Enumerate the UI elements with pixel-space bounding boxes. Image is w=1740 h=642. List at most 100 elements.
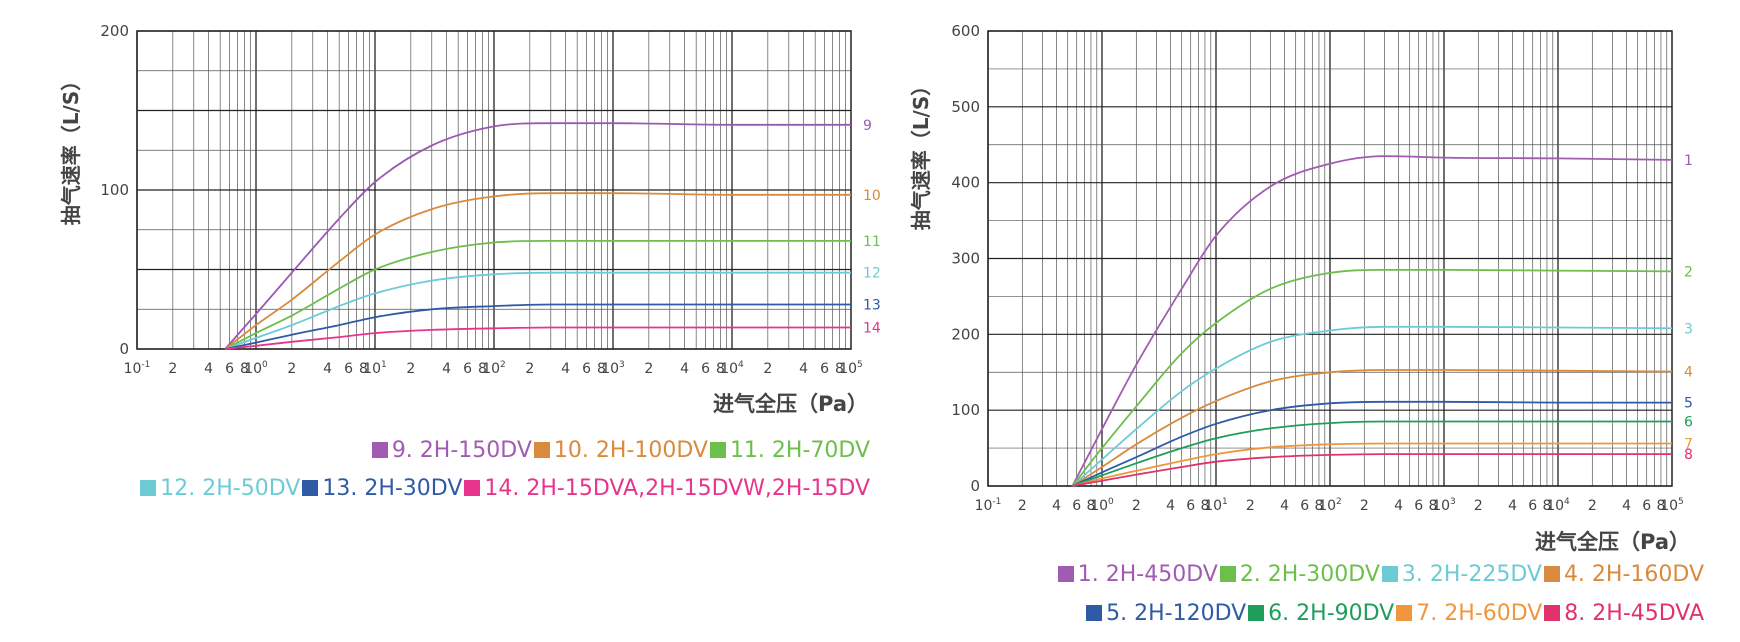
x-tick-label: 104: [1546, 497, 1570, 514]
legend-item: 11. 2H-70DV: [709, 438, 870, 463]
x-tick-label: 6: [344, 361, 353, 377]
legend-swatch: [1381, 566, 1398, 582]
series-line-14: [225, 326, 851, 350]
legend-label: 12. 2H-50DV: [160, 476, 301, 501]
series-end-label-6: 6: [1684, 415, 1693, 431]
legend-right-row-1: 1. 2H-450DV 2. 2H-300DV 3. 2H-225DV 4. 2H-1…: [1056, 562, 1704, 587]
x-tick-label: 100: [244, 360, 268, 377]
legend-swatch: [371, 442, 388, 458]
y-tick-label: 200: [951, 325, 980, 343]
x-tick-label: 8: [1542, 498, 1551, 514]
legend-label: 14. 2H-15DVA,2H-15DVW,2H-15DV: [484, 476, 870, 501]
series-line-9: [224, 122, 851, 350]
series-end-label-14: 14: [863, 321, 881, 337]
series-end-label-12: 12: [863, 266, 881, 282]
legend-swatch: [464, 480, 481, 496]
x-tick-label: 4: [680, 361, 689, 377]
series-end-label-13: 13: [863, 297, 881, 313]
series-end-label-3: 3: [1684, 321, 1693, 337]
x-tick-label: 102: [1318, 497, 1342, 514]
series-end-label-8: 8: [1684, 447, 1693, 463]
legend-swatch: [302, 480, 319, 496]
y-tick-label: 400: [951, 174, 980, 192]
series-end-label-9: 9: [863, 118, 872, 134]
series-end-label-7: 7: [1684, 437, 1693, 453]
y-tick-label: 500: [951, 98, 980, 116]
x-tick-label: 6: [1414, 498, 1423, 514]
x-tick-label: 6: [820, 361, 829, 377]
legend-right-row-2: 5. 2H-120DV 6. 2H-90DV 7. 2H-60DV 8. 2H-45D…: [1084, 601, 1704, 626]
series-end-label-1: 1: [1684, 153, 1693, 169]
x-tick-label: 6: [582, 361, 591, 377]
legend-item: 9. 2H-150DV: [371, 438, 532, 463]
y-tick-label: 0: [119, 340, 129, 358]
legend-item: 10. 2H-100DV: [533, 438, 708, 463]
legend-swatch: [1219, 566, 1236, 582]
x-tick-label: 2: [644, 361, 653, 377]
x-tick-label: 8: [1656, 498, 1665, 514]
x-tick-label: 102: [482, 360, 506, 377]
legend-label: 2. 2H-300DV: [1239, 562, 1380, 587]
series-line-10: [224, 192, 851, 350]
x-tick-label: 2: [1132, 498, 1141, 514]
y-axis-title: 抽气速率（L/S）: [909, 76, 933, 230]
x-tick-label: 101: [363, 360, 387, 377]
legend-label: 7. 2H-60DV: [1416, 601, 1543, 626]
x-tick-label: 8: [478, 361, 487, 377]
x-tick-label: 6: [1528, 498, 1537, 514]
series-line-7: [1072, 442, 1672, 487]
x-tick-label: 4: [1280, 498, 1289, 514]
x-tick-label: 8: [1086, 498, 1095, 514]
x-tick-label: 2: [1474, 498, 1483, 514]
legend-label: 9. 2H-150DV: [391, 438, 532, 463]
x-tick-label: 100: [1090, 497, 1114, 514]
series-line-13: [224, 303, 851, 350]
series-line-6: [1072, 420, 1672, 487]
series-end-label-10: 10: [863, 188, 881, 204]
series-end-label-11: 11: [863, 234, 881, 250]
x-tick-label: 8: [1428, 498, 1437, 514]
x-tick-label: 4: [1166, 498, 1175, 514]
legend-item: 14. 2H-15DVA,2H-15DVW,2H-15DV: [464, 476, 870, 501]
x-tick-label: 104: [720, 360, 744, 377]
x-axis-title: 进气全压（Pa）: [713, 392, 868, 416]
y-tick-label: 100: [951, 401, 980, 419]
y-tick-label: 0: [970, 477, 980, 495]
legend-swatch: [709, 442, 726, 458]
x-tick-label: 4: [799, 361, 808, 377]
legend-item: 2. 2H-300DV: [1219, 562, 1380, 587]
x-tick-label: 4: [442, 361, 451, 377]
legend-item: 4. 2H-160DV: [1543, 562, 1704, 587]
legend-item: 1. 2H-450DV: [1057, 562, 1218, 587]
x-tick-label: 6: [1186, 498, 1195, 514]
plot-frame: [136, 30, 852, 350]
y-tick-label: 100: [100, 181, 129, 199]
series-line-4: [1071, 369, 1673, 487]
legend-item: 12. 2H-50DV: [140, 476, 300, 501]
x-tick-label: 6: [701, 361, 710, 377]
legend-label: 13. 2H-30DV: [322, 476, 463, 501]
x-tick-label: 6: [463, 361, 472, 377]
y-tick-label: 300: [951, 250, 980, 268]
x-tick-label: 6: [225, 361, 234, 377]
series-line-3: [1071, 325, 1673, 487]
x-tick-label: 8: [1314, 498, 1323, 514]
plot-frame: [987, 30, 1673, 487]
x-tick-label: 8: [716, 361, 725, 377]
x-tick-label: 4: [323, 361, 332, 377]
x-tick-label: 103: [1432, 497, 1456, 514]
x-tick-label: 8: [1200, 498, 1209, 514]
legend-label: 6. 2H-90DV: [1268, 601, 1395, 626]
x-tick-label: 6: [1300, 498, 1309, 514]
legend-item: 13. 2H-30DV: [302, 476, 462, 501]
legend-swatch: [1248, 605, 1265, 621]
x-tick-label: 4: [204, 361, 213, 377]
x-tick-label: 6: [1642, 498, 1651, 514]
x-tick-label: 10-1: [124, 360, 151, 377]
legend-swatch: [140, 480, 157, 496]
legend-swatch: [1396, 605, 1413, 621]
x-tick-label: 2: [287, 361, 296, 377]
